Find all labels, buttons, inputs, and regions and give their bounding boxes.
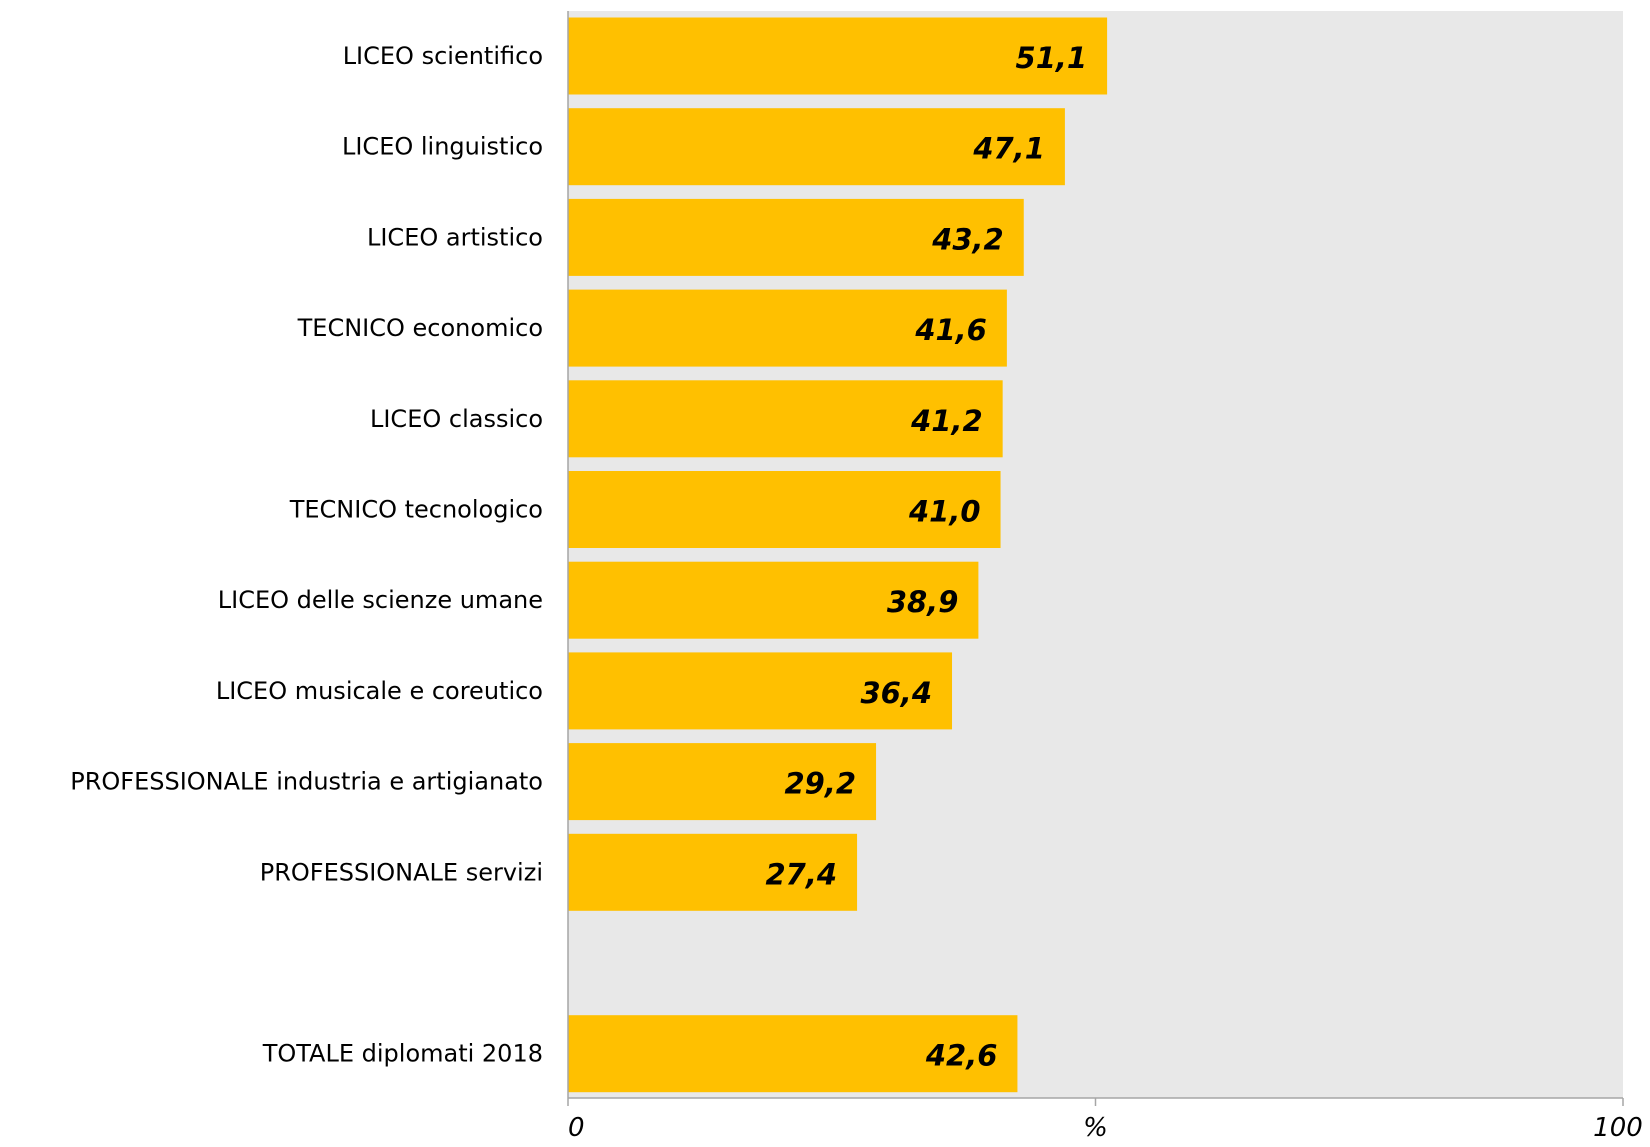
category-label: LICEO classico [370, 405, 543, 433]
category-label: LICEO delle scienze umane [218, 586, 543, 614]
category-label: PROFESSIONALE servizi [260, 858, 543, 886]
value-label: 29,2 [784, 767, 856, 801]
x-axis-ticks: 0% 100 [568, 1098, 1643, 1143]
category-label: LICEO linguistico [342, 133, 543, 161]
category-label: TECNICO tecnologico [289, 496, 543, 524]
value-label: 27,4 [766, 857, 838, 891]
value-label: 41,6 [914, 313, 987, 347]
value-label: 38,9 [887, 585, 959, 619]
value-label: 43,2 [931, 222, 1004, 256]
value-label: 51,1 [1016, 41, 1088, 75]
category-label: TOTALE diplomati 2018 [262, 1040, 543, 1068]
category-label: TECNICO economico [297, 314, 543, 342]
category-label: LICEO artistico [367, 223, 543, 251]
x-tick-label: 100 [1593, 1113, 1643, 1143]
category-label: LICEO musicale e coreutico [216, 677, 543, 705]
category-label: PROFESSIONALE industria e artigianato [70, 768, 543, 796]
value-label: 41,2 [910, 404, 983, 438]
x-tick-label: 0 [568, 1113, 585, 1143]
value-label: 42,6 [925, 1039, 998, 1073]
value-label: 36,4 [860, 676, 932, 710]
category-labels: LICEO scientifico LICEO linguistico LICEO … [70, 42, 543, 1068]
x-tick-label: % [1083, 1113, 1108, 1143]
value-label: 47,1 [972, 132, 1045, 166]
category-label: LICEO scientifico [343, 42, 543, 70]
value-label: 41,0 [908, 495, 981, 529]
